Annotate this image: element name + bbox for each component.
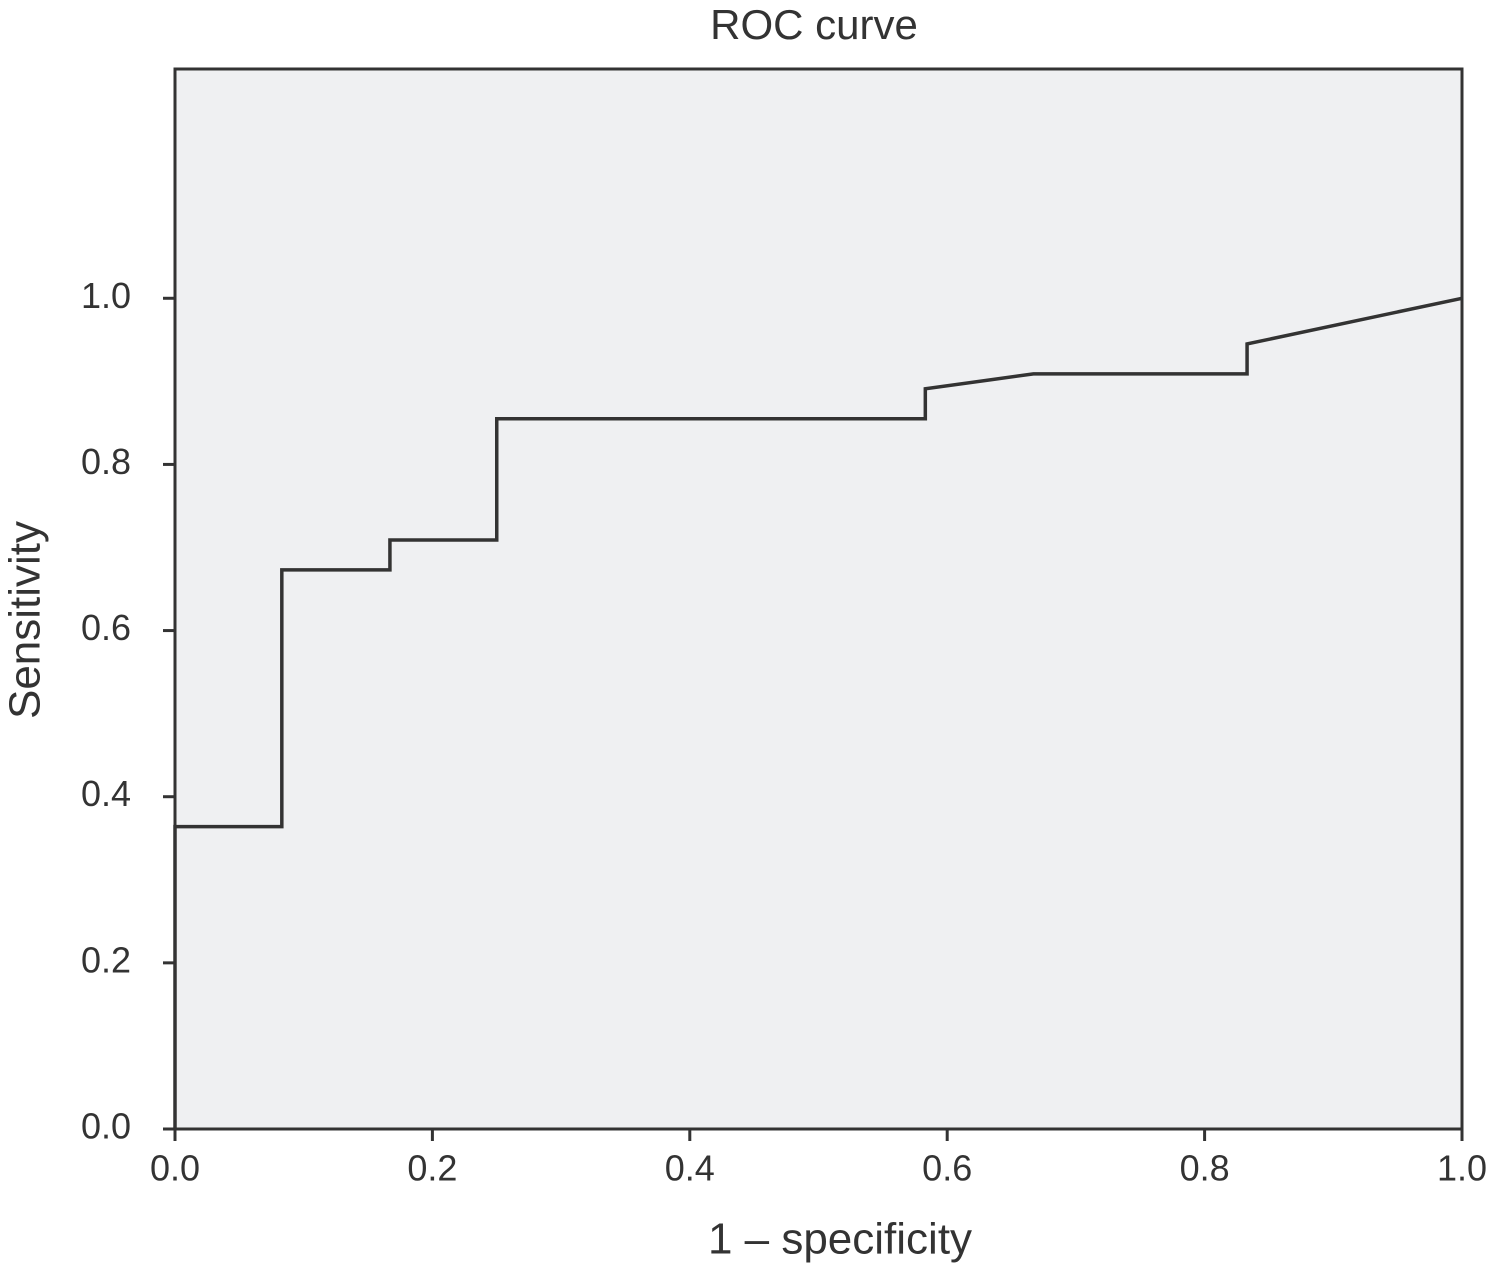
roc-line	[173, 296, 1463, 1129]
plot-area	[173, 67, 1464, 1131]
y-tick-label: 0.8	[81, 441, 131, 482]
y-tick-label: 0.2	[81, 939, 131, 980]
chart-title: ROC curve	[710, 1, 918, 48]
x-tick-label: 0.4	[665, 1148, 715, 1189]
x-tick-label: 0.6	[922, 1148, 972, 1189]
y-axis-title: Sensitivity	[1, 521, 50, 719]
x-tick-label: 0.0	[150, 1148, 200, 1189]
x-tick-label: 0.8	[1180, 1148, 1230, 1189]
y-tick-label: 0.4	[81, 773, 131, 814]
x-tick-label: 1.0	[1437, 1148, 1487, 1189]
x-tick-label: 0.2	[407, 1148, 457, 1189]
y-tick-label: 0.6	[81, 607, 131, 648]
y-tick-label: 1.0	[81, 275, 131, 316]
x-axis-title: 1 – specificity	[708, 1215, 972, 1264]
y-tick-label: 0.0	[81, 1106, 131, 1147]
